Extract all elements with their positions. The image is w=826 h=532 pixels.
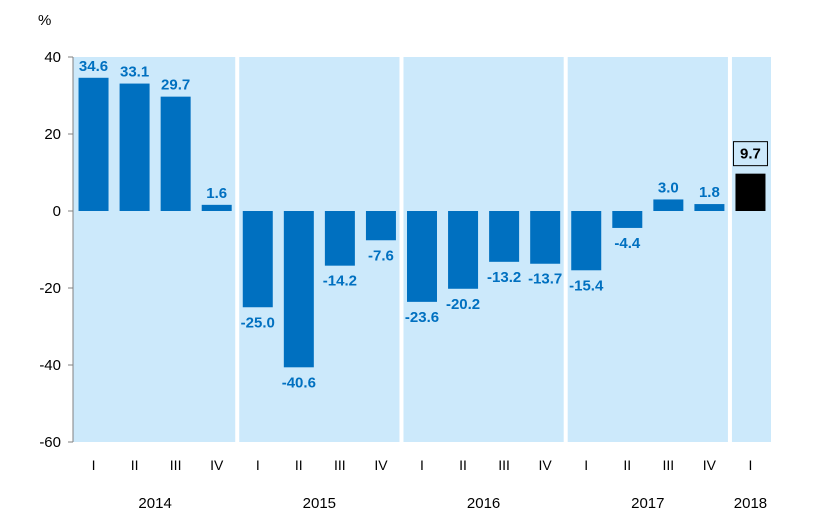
data-label-12: -13.7 (528, 271, 562, 288)
y-axis: 40 20 0 -20 -40 -60 (39, 49, 74, 451)
x-tick-label: III (334, 457, 346, 473)
x-tick-label: IV (539, 457, 553, 473)
bar-4 (201, 204, 232, 211)
panel-backgrounds (73, 57, 771, 442)
x-tick-label: III (663, 457, 675, 473)
data-label-4: 1.6 (206, 185, 227, 202)
y-tick-label: 0 (53, 203, 61, 220)
bar-3 (160, 96, 191, 211)
x-tick-label: IV (703, 457, 717, 473)
bar-9 (407, 211, 437, 302)
bar-10 (448, 211, 479, 289)
y-tick-label: -40 (39, 357, 61, 374)
y-tick-label: 40 (44, 49, 61, 66)
data-label-6: -40.6 (282, 374, 316, 391)
bar-7 (324, 211, 355, 266)
year-label-2016: 2016 (467, 495, 500, 512)
data-label-17: 9.7 (740, 146, 761, 163)
bar-1 (78, 77, 109, 211)
y-tick-label: -20 (39, 280, 61, 297)
bar-12 (530, 211, 561, 264)
bar-6 (283, 211, 314, 368)
data-labels: 34.6 33.129.71.6-25.0-40.6-14.2-7.6-23.6-… (79, 58, 768, 391)
y-axis-unit: % (38, 12, 51, 29)
bar-5 (242, 211, 273, 308)
data-label-14: -4.4 (614, 235, 641, 252)
data-label-15: 3.0 (658, 179, 679, 196)
data-label-3: 29.7 (161, 77, 190, 94)
x-tick-label: II (295, 457, 303, 473)
x-tick-label: IV (210, 457, 224, 473)
data-label-5: -25.0 (241, 314, 275, 331)
x-tick-label: I (256, 457, 260, 473)
bar-2 (119, 83, 150, 211)
x-tick-label: III (498, 457, 510, 473)
x-tick-label: II (623, 457, 631, 473)
data-label-1: 34.6 (79, 58, 108, 75)
bar-15 (653, 199, 684, 211)
bar-17 (735, 173, 766, 211)
data-label-box (732, 141, 768, 167)
bar-14 (612, 211, 643, 228)
bar-11 (489, 211, 520, 262)
data-label-10: -20.2 (446, 296, 480, 313)
year-label-2018: 2018 (734, 495, 767, 512)
x-tick-label: II (459, 457, 467, 473)
data-label-11: -13.2 (487, 269, 521, 286)
bars (78, 77, 766, 368)
year-label-2017: 2017 (631, 495, 664, 512)
data-label-13: -15.4 (569, 277, 604, 294)
data-label-9: -23.6 (405, 309, 439, 326)
data-label-8: -7.6 (368, 247, 394, 264)
x-tick-label: IV (374, 457, 388, 473)
x-tick-label: I (584, 457, 588, 473)
year-label-2015: 2015 (303, 495, 336, 512)
x-tick-label: II (131, 457, 139, 473)
bar-16 (694, 204, 725, 211)
y-tick-label: -60 (39, 434, 61, 451)
y-tick-label: 20 (44, 126, 61, 143)
x-tick-label: I (92, 457, 96, 473)
panel-2018 (729, 57, 771, 442)
bar-8 (365, 211, 396, 241)
x-tick-label: I (749, 457, 753, 473)
year-label-2014: 2014 (138, 495, 171, 512)
bar-13 (571, 211, 602, 271)
x-tick-label: III (170, 457, 182, 473)
x-tick-label: I (420, 457, 424, 473)
data-label-16: 1.8 (699, 184, 720, 201)
data-label-7: -14.2 (323, 273, 357, 290)
data-label-2: 33.1 (120, 64, 149, 81)
